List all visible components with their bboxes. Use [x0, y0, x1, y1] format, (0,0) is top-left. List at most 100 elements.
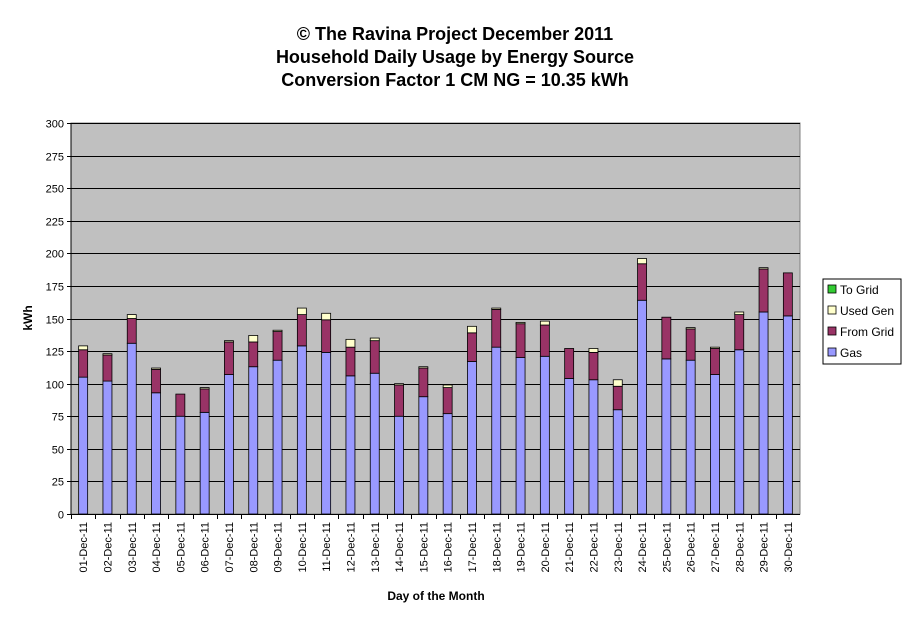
bar-segment-from-grid	[78, 349, 89, 378]
y-tick-label: 150	[46, 315, 64, 327]
y-axis: 0 25 50 75 100 125 150 175 200 225 250 275 300	[46, 119, 72, 522]
bar-segment-gas	[224, 374, 234, 515]
y-axis-title: kWh	[21, 305, 35, 330]
x-tick-label: 04-Dec-11	[151, 522, 163, 573]
bar-segment-gas	[175, 415, 186, 515]
bar-segment-from-grid	[442, 387, 453, 415]
y-tick-label: 0	[58, 510, 64, 522]
bar-segment-gas	[588, 379, 599, 515]
bar-segment-from-grid	[394, 384, 404, 417]
bar-segment-used-gen	[151, 367, 161, 370]
x-tick-label: 08-Dec-11	[248, 522, 260, 573]
bar-segment-used-gen	[467, 325, 477, 334]
bar-segment-gas	[539, 355, 550, 515]
bar-segment-from-grid	[564, 348, 575, 379]
bar-segment-gas	[467, 361, 477, 515]
x-tick-label: 29-Dec-11	[759, 522, 771, 573]
legend-label: Gas	[840, 346, 862, 360]
bar-segment-used-gen	[491, 307, 502, 310]
x-tick-label: 06-Dec-11	[200, 522, 212, 573]
x-tick-label: 14-Dec-11	[394, 522, 406, 573]
x-tick-label: 15-Dec-11	[418, 522, 430, 573]
bar-segment-used-gen	[515, 322, 526, 325]
x-tick-label: 12-Dec-11	[345, 522, 357, 573]
bar-segment-gas	[394, 415, 404, 515]
bar-segment-from-grid	[612, 385, 623, 411]
gridlines	[71, 123, 800, 482]
chart-title: © The Ravina Project December 2011 House…	[276, 24, 634, 90]
title-line-1: © The Ravina Project December 2011	[297, 24, 613, 44]
bar-segment-from-grid	[369, 340, 380, 374]
x-axis-title: Day of the Month	[387, 589, 484, 603]
bar-segment-from-grid	[224, 341, 234, 375]
x-tick-label: 02-Dec-11	[102, 522, 114, 573]
bar-segment-from-grid	[588, 351, 599, 381]
y-tick-label: 275	[46, 152, 64, 164]
legend-swatch	[827, 305, 837, 315]
bar-segment-gas	[272, 359, 283, 515]
x-axis: 01-Dec-11 02-Dec-11 03-Dec-11 04-Dec-11 05-D…	[71, 514, 800, 573]
bar-segment-gas	[78, 376, 89, 515]
x-tick-label: 22-Dec-11	[588, 522, 600, 573]
bar-segment-used-gen	[588, 348, 599, 353]
y-tick-label: 300	[46, 119, 64, 131]
x-tick-label: 27-Dec-11	[710, 522, 722, 573]
title-line-3: Conversion Factor 1 CM NG = 10.35 kWh	[281, 70, 629, 90]
x-tick-label: 09-Dec-11	[273, 522, 285, 573]
x-tick-label: 07-Dec-11	[224, 522, 236, 573]
legend-label: To Grid	[840, 283, 879, 297]
bar-segment-from-grid	[126, 318, 137, 344]
x-tick-label: 19-Dec-11	[516, 522, 528, 573]
x-tick-label: 17-Dec-11	[467, 522, 479, 573]
bar-segment-gas	[564, 378, 575, 515]
x-tick-label: 11-Dec-11	[321, 522, 333, 572]
legend-swatch	[827, 284, 837, 294]
bar-segment-from-grid	[321, 319, 332, 353]
x-tick-label: 23-Dec-11	[613, 522, 625, 573]
legend-label: From Grid	[840, 325, 894, 339]
bar-segment-used-gen	[758, 267, 769, 270]
x-tick-label: 13-Dec-11	[370, 522, 382, 573]
bar-segment-used-gen	[224, 340, 234, 343]
bar-segment-gas	[442, 413, 453, 515]
x-tick-label: 21-Dec-11	[564, 522, 576, 573]
bar-segment-gas	[369, 372, 380, 515]
bar-segment-gas	[685, 359, 696, 515]
bar-segment-from-grid	[102, 354, 113, 382]
bar-segment-gas	[345, 375, 356, 515]
bar-segment-used-gen	[685, 327, 696, 330]
x-tick-label: 03-Dec-11	[127, 522, 139, 573]
bar-segment-used-gen	[612, 379, 623, 387]
bar-segment-gas	[758, 311, 769, 515]
bar-segment-from-grid	[467, 332, 477, 362]
y-tick-label: 75	[52, 412, 64, 424]
y-tick-label: 200	[46, 249, 64, 261]
bar-segment-gas	[248, 366, 259, 515]
bar-segment-used-gen	[394, 383, 404, 386]
bar-segment-from-grid	[710, 348, 720, 375]
title-line-2: Household Daily Usage by Energy Source	[276, 47, 634, 67]
bar-segment-from-grid	[637, 263, 647, 301]
bar-segment-used-gen	[78, 345, 89, 351]
bar-segment-from-grid	[685, 328, 696, 361]
legend-swatch	[827, 326, 837, 336]
bar-segment-gas	[102, 380, 113, 515]
x-tick-label: 10-Dec-11	[297, 522, 309, 573]
y-tick-label: 25	[52, 477, 64, 489]
bar-segment-used-gen	[296, 307, 307, 315]
bar-segment-from-grid	[661, 316, 672, 360]
bar-segment-used-gen	[321, 312, 332, 321]
y-tick-label: 50	[52, 445, 64, 457]
bar-segment-used-gen	[126, 314, 137, 319]
bar-segment-used-gen	[710, 346, 720, 349]
legend-label: Used Gen	[840, 304, 894, 318]
bar-segment-from-grid	[175, 393, 186, 417]
x-tick-label: 28-Dec-11	[734, 522, 746, 573]
bar-segment-from-grid	[248, 341, 259, 368]
x-tick-label: 16-Dec-11	[443, 522, 455, 573]
x-tick-label: 18-Dec-11	[491, 522, 503, 573]
bar-segment-from-grid	[539, 324, 550, 357]
bar-segment-from-grid	[418, 367, 429, 398]
legend: To Grid Used Gen From Grid Gas	[822, 278, 902, 365]
y-tick-label: 125	[46, 347, 64, 359]
